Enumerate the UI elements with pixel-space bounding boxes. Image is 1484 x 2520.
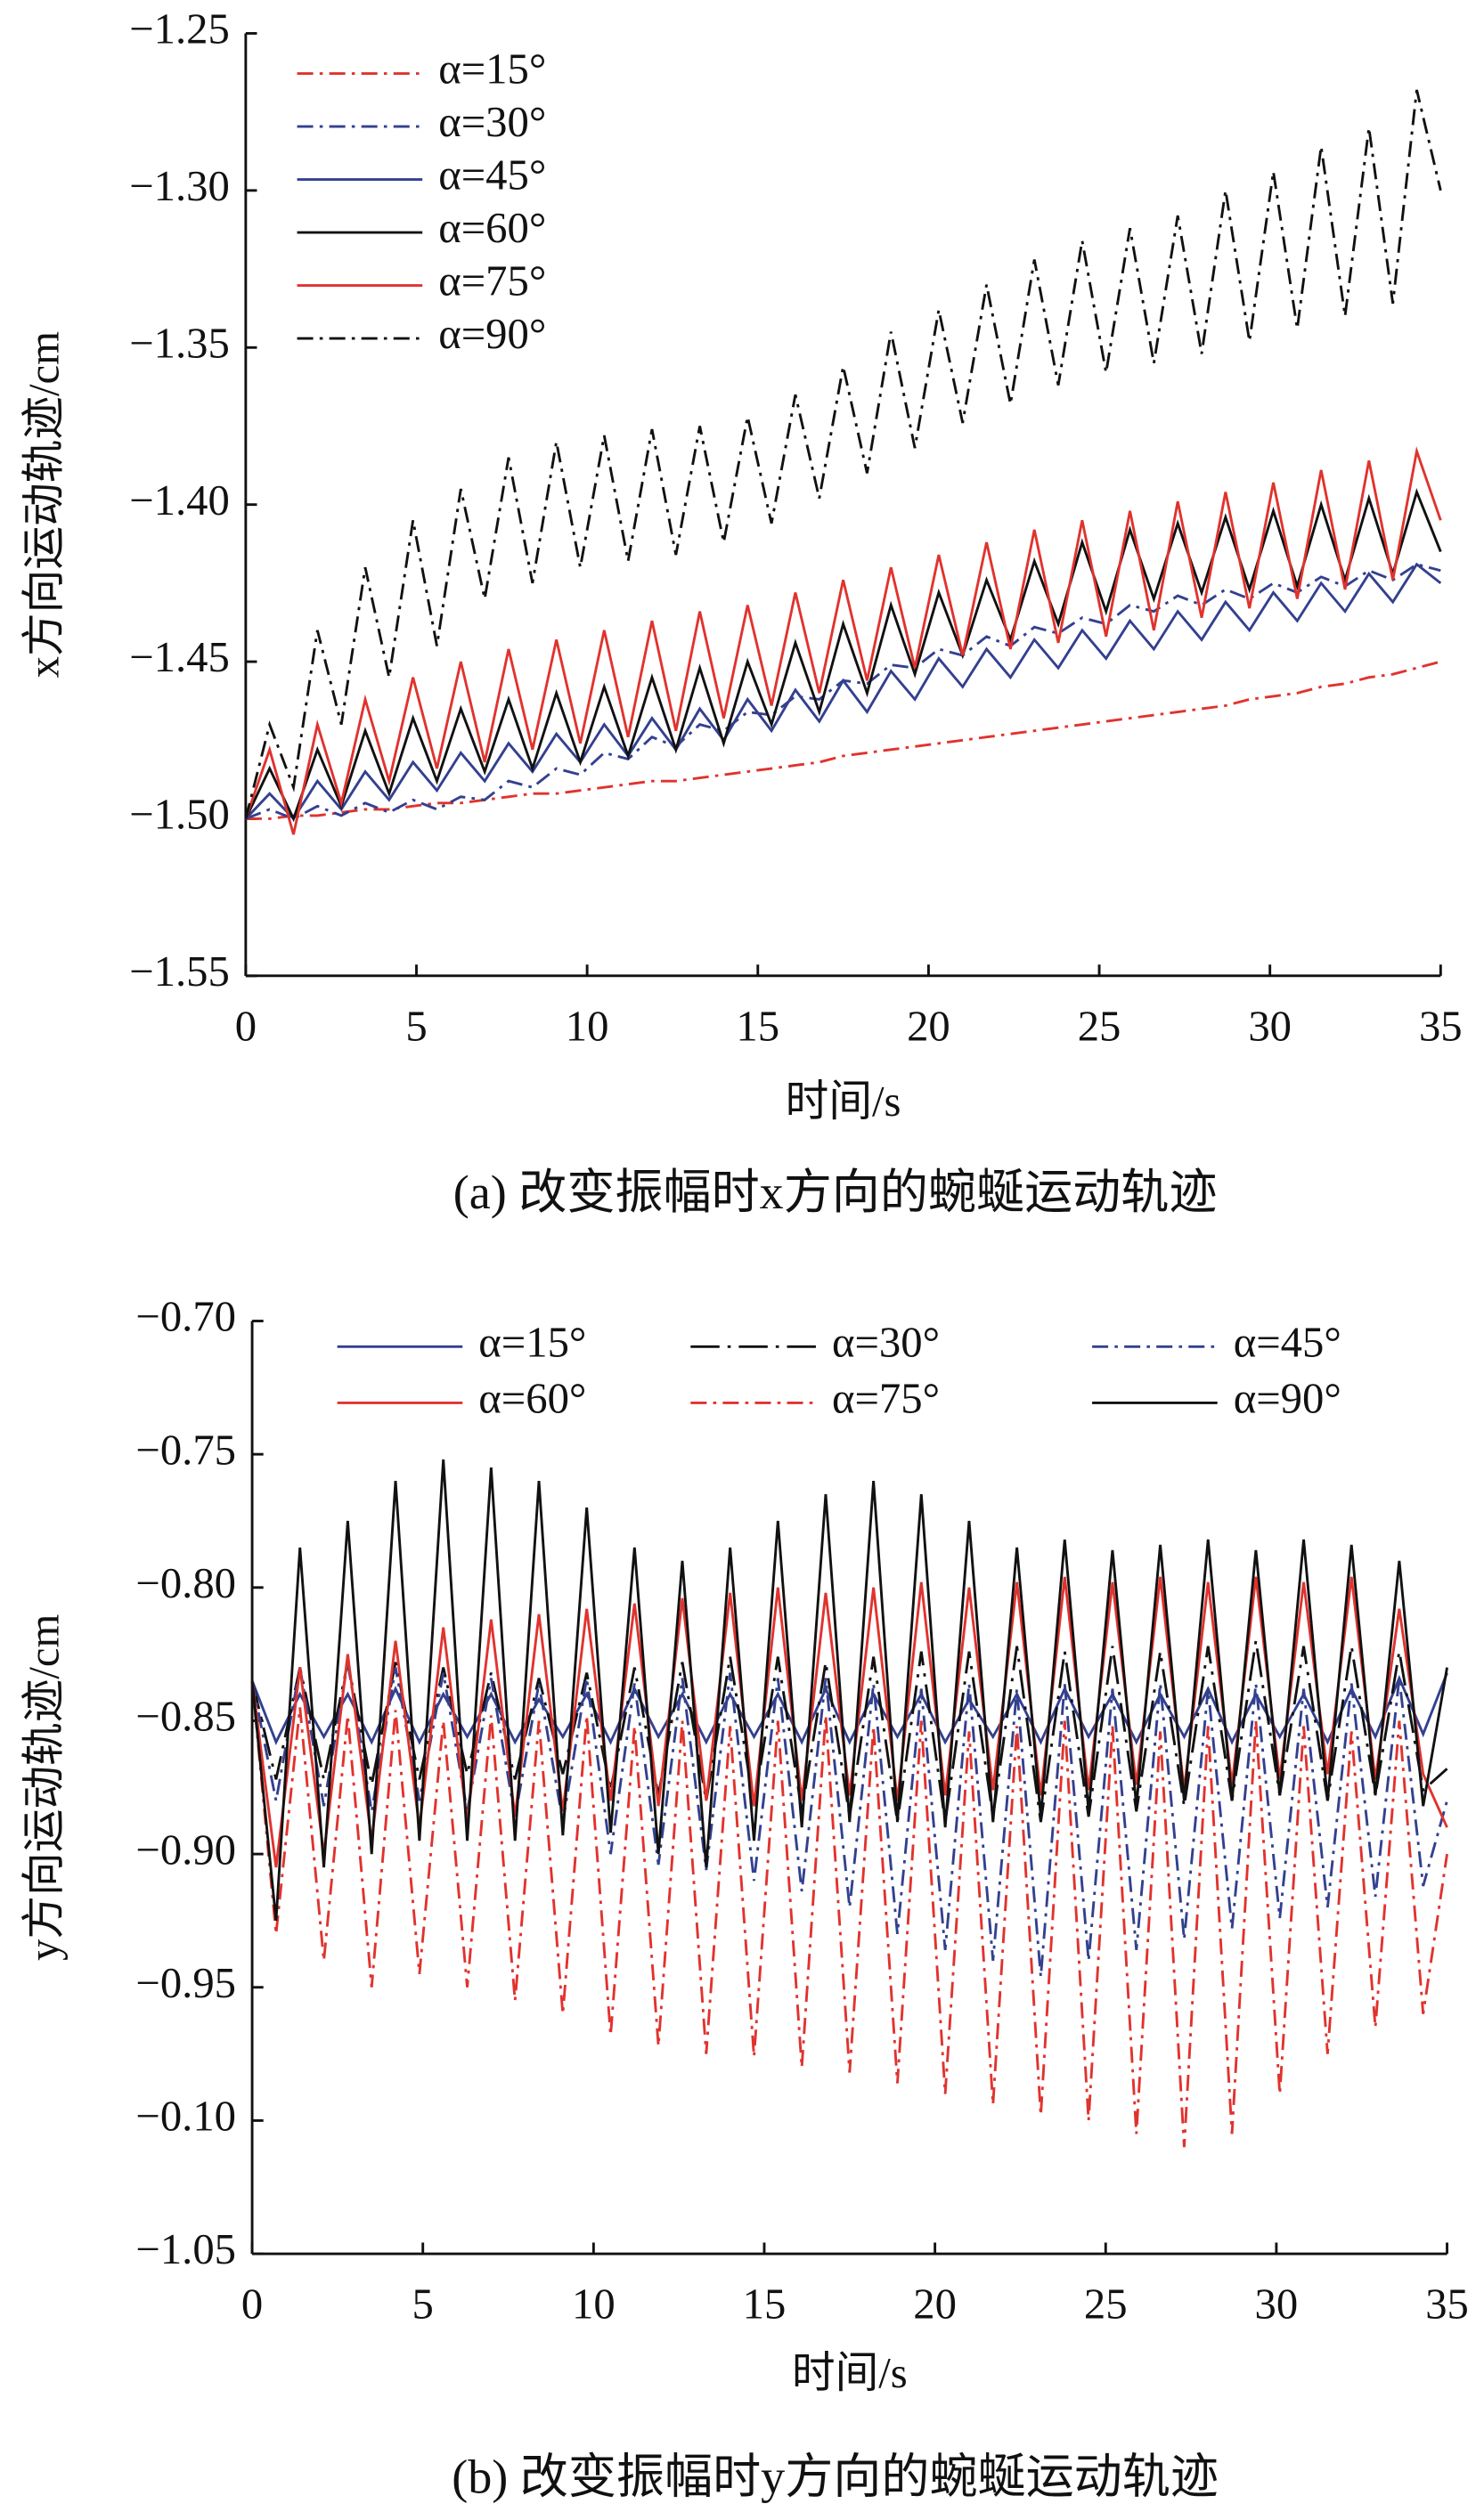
x-tick-label: 30 xyxy=(1255,2280,1299,2329)
y-tick-label: −0.75 xyxy=(135,1426,236,1474)
x-tick-label: 10 xyxy=(566,1002,609,1050)
y-tick-label: −1.30 xyxy=(129,162,230,210)
x-tick-label: 30 xyxy=(1248,1002,1292,1050)
y-axis-label: x方向运动轨迹/cm xyxy=(20,331,68,678)
x-tick-label: 15 xyxy=(743,2280,787,2329)
legend-label: α=45° xyxy=(1234,1319,1341,1367)
series-line xyxy=(245,660,1441,820)
x-tick-label: 35 xyxy=(1425,2280,1469,2329)
y-tick-label: −1.05 xyxy=(135,2225,236,2273)
y-tick-label: −1.35 xyxy=(129,319,230,367)
y-tick-label: −0.85 xyxy=(135,1693,236,1741)
x-axis-label: 时间/s xyxy=(792,2349,908,2397)
x-tick-label: 0 xyxy=(241,2280,263,2329)
y-tick-label: −0.90 xyxy=(135,1825,236,1874)
series-line xyxy=(244,446,1442,835)
legend-label: α=90° xyxy=(438,310,546,358)
x-tick-label: 20 xyxy=(907,1002,950,1050)
y-tick-label: −1.55 xyxy=(129,947,230,996)
x-tick-label: 5 xyxy=(412,2280,434,2329)
y-axis-label: y方向运动轨迹/cm xyxy=(20,1614,68,1960)
legend-label: α=30° xyxy=(832,1319,940,1367)
series-line xyxy=(250,1459,1448,1922)
y-tick-label: −1.25 xyxy=(129,5,230,53)
chart: −0.70 −0.75 −0.80 −0.85 −0.90 −0.95 −0.10 −1.05… xyxy=(20,1293,1469,2504)
series-line xyxy=(250,1662,1448,1977)
x-tick-label: 5 xyxy=(405,1002,427,1050)
y-tick-label: −0.95 xyxy=(135,1959,236,2007)
y-tick-label: −0.80 xyxy=(135,1559,236,1607)
series-line xyxy=(244,562,1442,821)
legend-label: α=30° xyxy=(438,98,546,146)
series-line xyxy=(244,89,1442,819)
y-tick-label: −0.10 xyxy=(135,2093,236,2141)
caption: (a) 改变振幅时x方向的蜿蜒运动轨迹 xyxy=(453,1166,1218,1219)
x-tick-label: 15 xyxy=(736,1002,779,1050)
x-tick-label: 35 xyxy=(1419,1002,1463,1050)
x-tick-label: 25 xyxy=(1078,1002,1121,1050)
legend-label: α=60° xyxy=(478,1375,586,1423)
legend-label: α=90° xyxy=(1234,1375,1341,1423)
series-line xyxy=(250,1680,1448,2148)
y-tick-label: −1.45 xyxy=(129,633,230,681)
x-tick-label: 20 xyxy=(913,2280,957,2329)
x-tick-label: 10 xyxy=(572,2280,616,2329)
y-tick-label: −0.70 xyxy=(135,1293,236,1341)
y-tick-label: −1.40 xyxy=(129,476,230,524)
y-tick-label: −1.50 xyxy=(129,791,230,839)
chart: −1.25 −1.30 −1.35 −1.40 −1.45 −1.50 −1.550 5 10 1… xyxy=(20,5,1462,1219)
legend-label: α=15° xyxy=(478,1319,586,1367)
caption: (b) 改变振幅时y方向的蜿蜒运动轨迹 xyxy=(452,2451,1219,2504)
legend-label: α=60° xyxy=(438,204,546,252)
x-tick-label: 25 xyxy=(1084,2280,1128,2329)
series-line xyxy=(250,1640,1448,1823)
series-line xyxy=(245,563,1441,821)
legend-label: α=15° xyxy=(438,45,546,93)
legend-label: α=75° xyxy=(438,257,546,305)
x-axis-label: 时间/s xyxy=(786,1077,901,1126)
x-tick-label: 0 xyxy=(235,1002,257,1050)
legend-label: α=45° xyxy=(438,151,546,199)
legend-label: α=75° xyxy=(832,1375,940,1423)
